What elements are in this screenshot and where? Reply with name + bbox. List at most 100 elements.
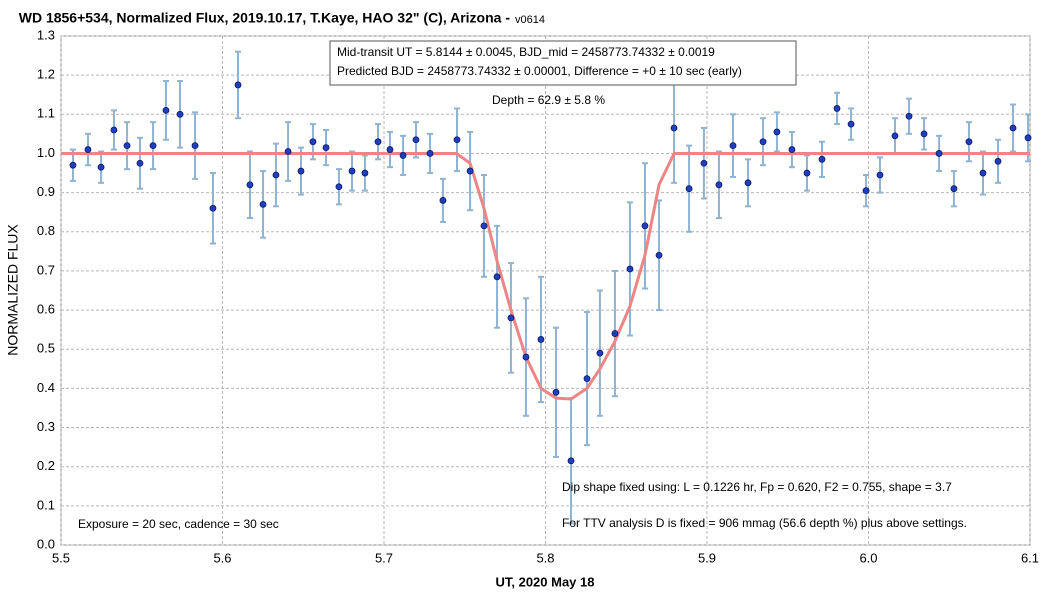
data-point (374, 138, 382, 146)
data-point (426, 150, 434, 157)
data-point (507, 314, 515, 322)
plot-area (60, 35, 1031, 546)
annotation: Depth = 62.9 ± 5.8 % (492, 93, 605, 107)
data-point (567, 457, 575, 465)
annotation: Exposure = 20 sec, cadence = 30 sec (78, 517, 279, 531)
data-point (965, 138, 973, 146)
data-point (453, 136, 461, 144)
x-tick-label: 5.6 (213, 550, 231, 565)
data-point (480, 222, 488, 230)
data-point (176, 110, 184, 118)
data-point (729, 142, 737, 150)
y-tick-label: 0.6 (37, 302, 55, 317)
y-tick-label: 0.2 (37, 458, 55, 473)
y-tick-label: 1.1 (37, 106, 55, 121)
data-point (670, 124, 678, 132)
data-point (685, 185, 693, 193)
data-point (862, 187, 870, 195)
annotation-box (329, 40, 797, 86)
data-point (994, 157, 1002, 165)
data-point (935, 150, 943, 157)
data-point (905, 112, 913, 120)
data-point (626, 265, 634, 273)
data-point (641, 222, 649, 230)
data-point (97, 163, 105, 171)
data-point (149, 142, 157, 150)
version: v0614 (515, 14, 545, 26)
annotation: Dip shape fixed using: L = 0.1226 hr, Fp… (562, 480, 952, 494)
y-axis-label: NORMALIZED FLUX (5, 224, 21, 356)
data-point (284, 148, 292, 155)
data-point (596, 349, 604, 357)
y-tick-label: 0.4 (37, 380, 55, 395)
data-point (322, 144, 330, 151)
data-point (876, 171, 884, 179)
data-point (348, 167, 356, 175)
data-point (493, 273, 501, 281)
annotation: Mid-transit UT = 5.8144 ± 0.0045, BJD_mi… (337, 45, 715, 59)
y-tick-label: 0.3 (37, 419, 55, 434)
data-point (920, 130, 928, 138)
x-tick-label: 5.5 (52, 550, 70, 565)
data-point (950, 185, 958, 193)
y-tick-label: 1.0 (37, 145, 55, 160)
x-tick-label: 5.9 (698, 550, 716, 565)
y-tick-label: 0.1 (37, 497, 55, 512)
data-point (69, 161, 77, 169)
data-point (110, 126, 118, 134)
data-point (715, 181, 723, 189)
data-point (466, 167, 474, 175)
data-point (537, 336, 545, 343)
data-point (191, 142, 199, 150)
data-point (209, 204, 217, 212)
data-point (552, 388, 560, 396)
data-point (123, 142, 131, 150)
data-point (246, 181, 254, 189)
data-point (259, 200, 267, 208)
annotation: Predicted BJD = 2458773.74332 ± 0.00001,… (337, 64, 742, 78)
data-point (234, 81, 242, 89)
chart-title: WD 1856+534, Normalized Flux, 2019.10.17… (19, 10, 511, 26)
x-tick-label: 5.8 (536, 550, 554, 565)
data-point (759, 138, 767, 146)
y-tick-label: 0.7 (37, 262, 55, 277)
data-point (847, 120, 855, 128)
data-point (136, 159, 144, 167)
data-point (979, 169, 987, 177)
y-tick-label: 0.9 (37, 184, 55, 199)
data-point (1009, 124, 1017, 132)
x-tick-label: 6.0 (859, 550, 877, 565)
data-point (891, 132, 899, 140)
data-point (1024, 134, 1032, 142)
y-tick-label: 1.3 (37, 27, 55, 42)
y-tick-label: 0.8 (37, 223, 55, 238)
data-point (335, 183, 343, 191)
data-point (297, 167, 305, 175)
y-tick-label: 0.5 (37, 341, 55, 356)
data-point (803, 169, 811, 177)
data-point (412, 136, 420, 144)
data-point (522, 353, 530, 361)
y-tick-label: 1.2 (37, 67, 55, 82)
data-point (655, 251, 663, 259)
data-point (611, 330, 619, 337)
y-tick-label: 0.0 (37, 536, 55, 551)
data-point (399, 152, 407, 159)
data-point (700, 159, 708, 167)
x-axis-label: UT, 2020 May 18 (495, 574, 594, 589)
annotation: For TTV analysis D is fixed = 906 mmag (… (562, 516, 967, 530)
data-point (162, 106, 170, 114)
data-point (309, 138, 317, 146)
data-point (84, 146, 92, 153)
x-tick-label: 6.1 (1021, 550, 1039, 565)
data-point (386, 146, 394, 153)
data-point (818, 155, 826, 163)
data-point (744, 179, 752, 187)
data-point (361, 169, 369, 177)
data-point (439, 197, 447, 204)
data-point (788, 146, 796, 153)
data-point (583, 375, 591, 382)
data-point (773, 128, 781, 136)
x-tick-label: 5.7 (375, 550, 393, 565)
